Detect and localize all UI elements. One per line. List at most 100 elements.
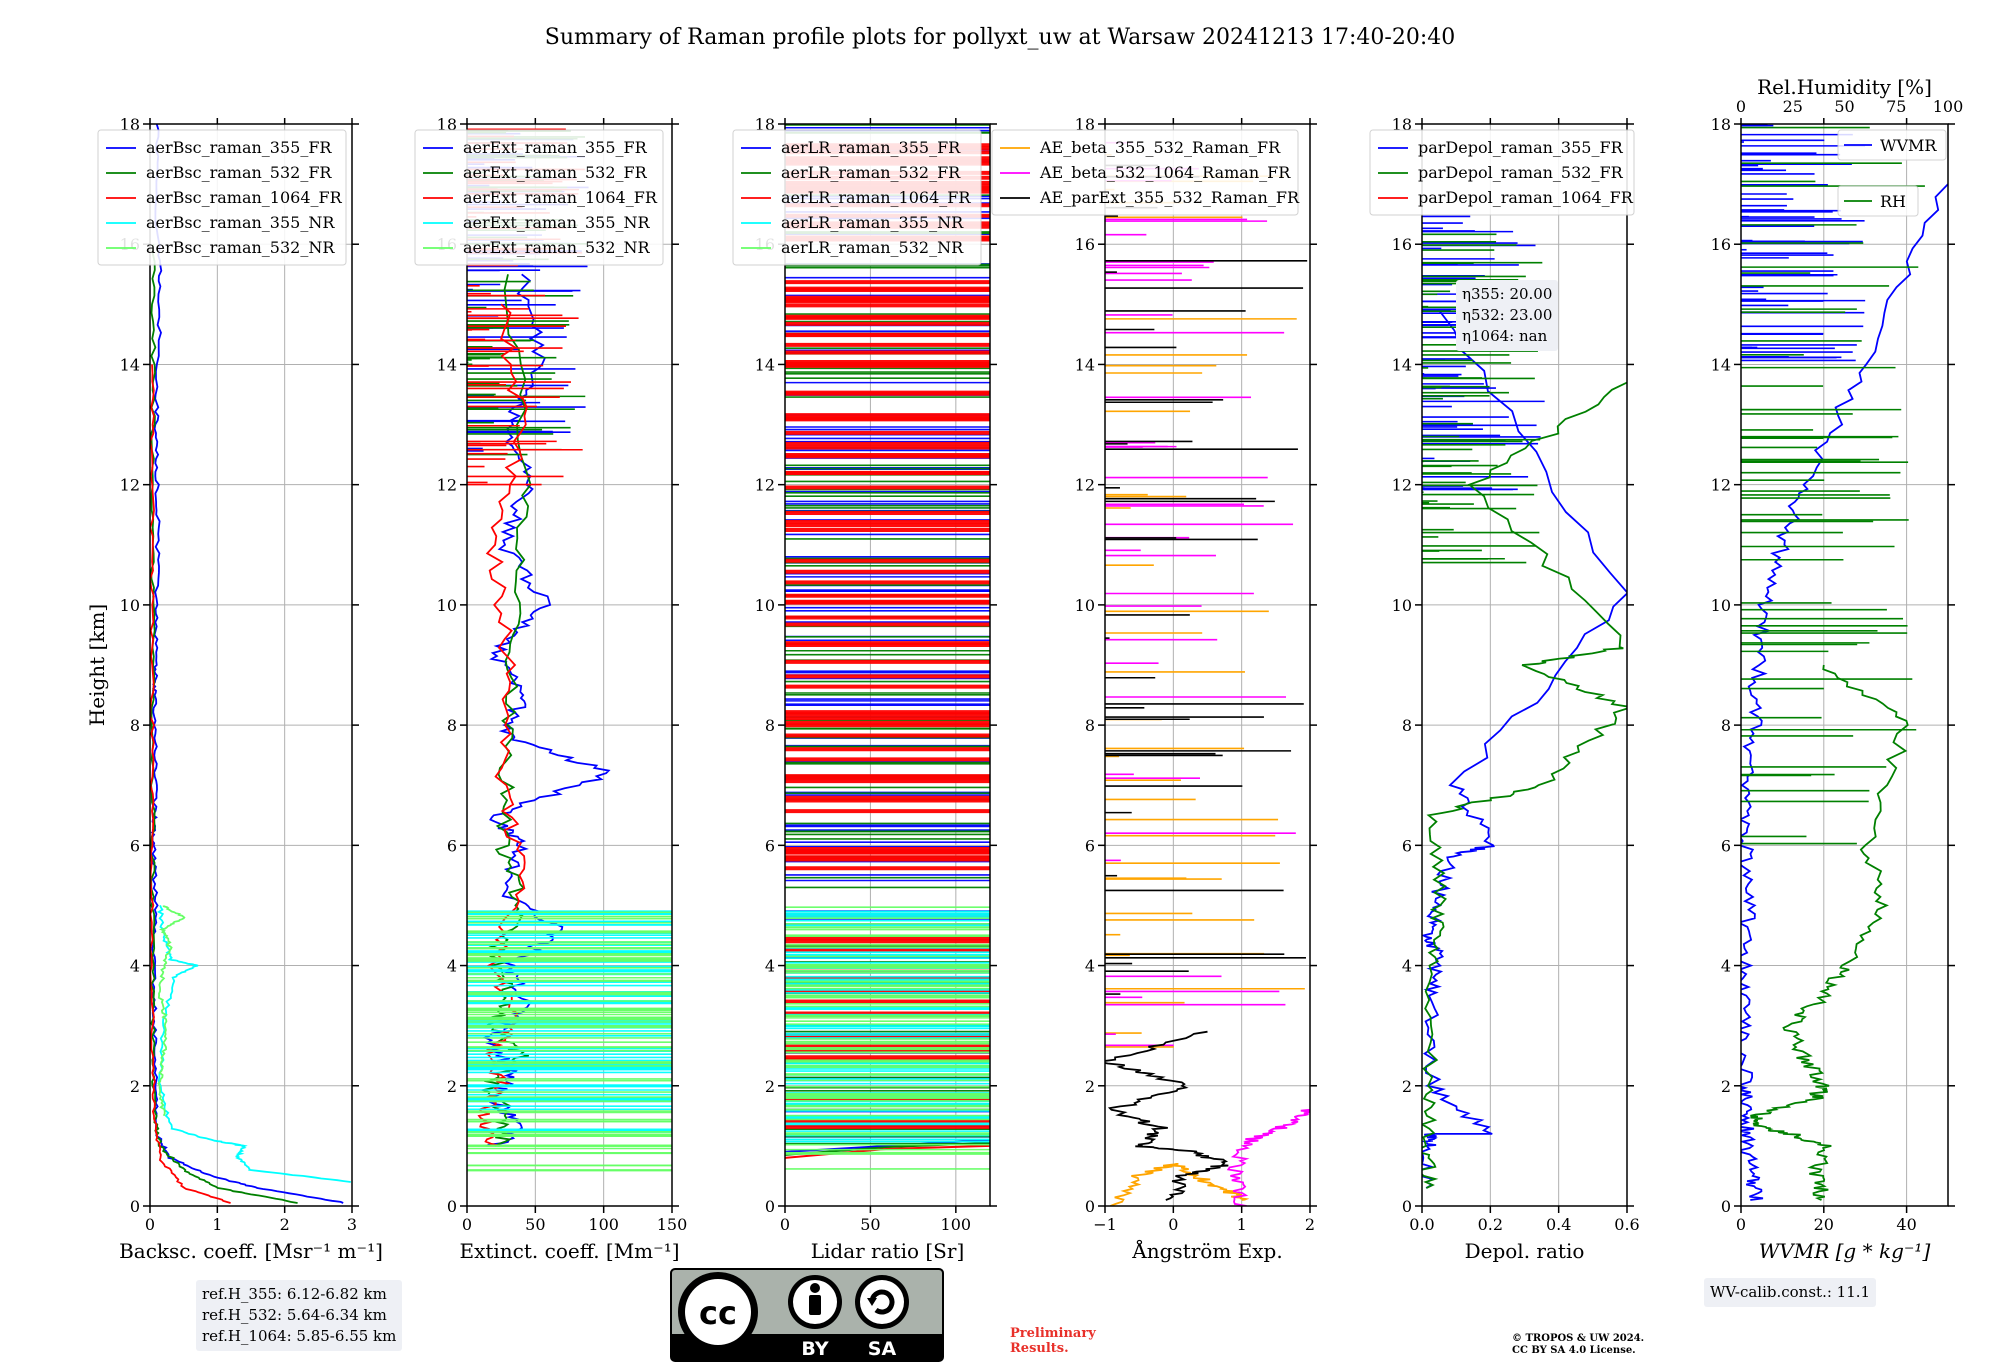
y-tick-label: 0 [447,1197,457,1216]
x-tick-label: 0 [1168,1215,1178,1234]
legend-label: aerBsc_raman_532_FR [146,163,332,182]
y-tick-label: 10 [1392,596,1412,615]
axes-frame-dep [1421,123,1628,1207]
eta-1064: η1064: nan [1462,327,1548,345]
legend-label: aerExt_raman_1064_FR [463,188,658,207]
line-parDepol_raman_355_FR [1422,309,1627,1189]
series-group-bsc [150,124,351,1204]
x-tick-label: 40 [1896,1215,1916,1234]
y-tick-label: 8 [1402,716,1412,735]
legend-label: WVMR [1880,136,1937,155]
x-tick-label: 1 [212,1215,222,1234]
y-tick-label: 2 [1402,1077,1412,1096]
y-tick-label: 16 [1711,235,1731,254]
y-tick-label: 8 [1721,716,1731,735]
legend-box [414,129,664,266]
legend-label: AE_beta_532_1064_Raman_FR [1039,163,1291,182]
y-tick-label: 18 [755,115,775,134]
y-tick-label: 12 [437,476,457,495]
line-parDepol_raman_532_FR [1422,381,1627,1189]
panel-wv: 0 20 40 0 2 4 6 8 10 12 14 16 18 WVMR [g * kg⁻¹] 0 25 50… [1711,75,1964,1263]
y-tick-label: 14 [437,355,457,374]
y-tick-label: 2 [447,1077,457,1096]
y-tick-label: 18 [437,115,457,134]
x-tick-label: 0 [462,1215,472,1234]
refh-1064: ref.H_1064: 5.85-6.55 km [202,1327,397,1345]
y-tick-label: 18 [1711,115,1731,134]
y-tick-label: 12 [1392,476,1412,495]
y-tick-label: 18 [120,115,140,134]
x-axis-label-wv: WVMR [g * kg⁻¹] [1759,1239,1931,1263]
wv-calib-annotation: WV-calib.const.: 11.1 [1704,1278,1877,1307]
x-ticks-bsc: 0 1 2 3 [145,118,357,1234]
line-AE_beta_532_1064_Raman_FR [1226,1108,1310,1206]
y-tick-label: 14 [1075,355,1095,374]
x-axis-label-ae: Ångström Exp. [1131,1238,1282,1263]
top-tick-label: 0 [1736,97,1746,116]
x-tick-label: 0.2 [1478,1215,1503,1234]
x-tick-label: 100 [941,1215,972,1234]
x-tick-label: 0.4 [1546,1215,1571,1234]
y-tick-label: 10 [437,596,457,615]
x-tick-label: 0.6 [1614,1215,1639,1234]
grid-ae [1104,123,1311,1207]
line-aerBsc_raman_1064_FR [150,364,231,1204]
series-group-lr [785,124,990,1170]
legend-dep: parDepol_raman_355_FR parDepol_raman_532_… [1369,129,1635,216]
y-ticks-ae: 0 2 4 6 8 10 12 14 16 18 [1075,115,1317,1216]
line-RH [1750,664,1909,1201]
y-tick-label: 0 [130,1197,140,1216]
eta-annotation: η355: 20.00 η532: 23.00 η1064: nan [1456,280,1559,351]
legend-ae: AE_beta_355_532_Raman_FR AE_beta_532_1064… [991,129,1300,216]
y-tick-label: 10 [1711,596,1731,615]
legend-label: AE_parExt_355_532_Raman_FR [1039,188,1300,207]
wv-calib-text: WV-calib.const.: 11.1 [1710,1283,1871,1301]
x-ticks-lr: 0 50 100 [780,118,971,1234]
y-tick-label: 4 [765,957,775,976]
eta-355: η355: 20.00 [1462,285,1553,303]
x-ticks-wv: 0 20 40 [1736,118,1917,1234]
x-tick-label: −1 [1093,1215,1117,1234]
x-tick-label: 3 [347,1215,357,1234]
x-ticks-ext: 0 50 100 150 [462,118,687,1234]
legend-label: aerExt_raman_355_FR [463,138,648,157]
y-tick-label: 12 [1711,476,1731,495]
y-ticks-dep: 0 2 4 6 8 10 12 14 16 18 [1392,115,1634,1216]
top-tick-label: 25 [1783,97,1803,116]
legend-label: aerExt_raman_532_FR [463,163,648,182]
y-tick-label: 16 [1392,235,1412,254]
legend-box [1837,129,1947,161]
y-tick-label: 6 [447,836,457,855]
x-axis-label-bsc: Backsc. coeff. [Msr⁻¹ m⁻¹] [119,1239,383,1263]
panel-ext: 050100150024681012141618Extinct. coeff. … [414,115,687,1263]
y-tick-label: 2 [1085,1077,1095,1096]
figure-title: Summary of Raman profile plots for polly… [545,25,1455,50]
top-tick-label: 75 [1886,97,1906,116]
y-tick-label: 6 [1721,836,1731,855]
x-axis-label-lr: Lidar ratio [Sr] [811,1239,965,1263]
legend-label: RH [1880,192,1906,211]
series-group-ae [1105,141,1310,1206]
legend-box [1369,129,1635,216]
axes-frame-wv [1740,123,1949,1207]
x-axis-label-ext: Extinct. coeff. [Mm⁻¹] [459,1239,679,1263]
y-tick-label: 0 [765,1197,775,1216]
series-group-wv [1741,124,1948,1201]
y-tick-label: 4 [1721,957,1731,976]
y-tick-label: 6 [765,836,775,855]
legend-wv: WVMR RH [1837,129,1947,217]
copyright-line1: © TROPOS & UW 2024. [1512,1333,1645,1344]
line-aerBsc_raman_355_NR [156,905,351,1183]
x-ticks-dep: 0.0 0.2 0.4 0.6 [1409,118,1640,1234]
svg-text:cc: cc [699,1294,737,1332]
legend-ext: aerExt_raman_355_FR aerExt_raman_532_FRae… [414,129,664,266]
y-tick-label: 6 [130,836,140,855]
y-tick-label: 12 [120,476,140,495]
eta-532: η532: 23.00 [1462,306,1553,324]
y-tick-label: 14 [1711,355,1731,374]
line-aerExt_raman_1064_FR [477,303,528,1147]
x-tick-label: 150 [657,1215,688,1234]
y-tick-label: 6 [1085,836,1095,855]
x-ticks-ae: −1 0 1 2 [1093,118,1315,1234]
